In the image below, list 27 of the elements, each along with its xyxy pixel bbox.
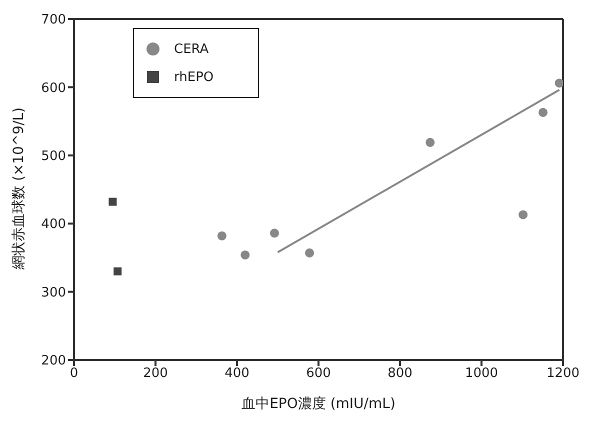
- point: [108, 198, 117, 206]
- x-axis-title: 血中EPO濃度 (mIU/mL): [242, 396, 396, 412]
- point: [305, 248, 314, 258]
- y-tick-label: 400: [41, 217, 66, 232]
- x-tick-label: 0: [70, 366, 78, 382]
- point: [114, 267, 122, 276]
- x-tick-label: 800: [388, 366, 412, 382]
- x-tick-label: 1200: [546, 366, 580, 382]
- x-tick-label: 1000: [464, 366, 498, 382]
- y-tick-label: 500: [41, 149, 66, 164]
- point: [217, 231, 226, 240]
- point: [538, 108, 548, 117]
- y-tick-label: 200: [41, 354, 66, 369]
- point: [426, 138, 435, 147]
- legend-label: rhEPO: [174, 70, 214, 84]
- point: [270, 228, 280, 238]
- point: [554, 78, 563, 88]
- x-tick-label: 200: [143, 366, 168, 382]
- point: [240, 250, 250, 260]
- x-tick-label: 600: [306, 366, 331, 382]
- y-tick-label: 300: [41, 285, 66, 300]
- y-axis-title: 網状赤血球数 (×10^9/L): [10, 107, 27, 270]
- y-tick-label: 700: [41, 12, 66, 28]
- legend-label: CERA: [174, 42, 209, 56]
- x-tick-label: 400: [224, 366, 250, 382]
- point: [518, 210, 528, 220]
- y-tick-label: 600: [41, 80, 66, 96]
